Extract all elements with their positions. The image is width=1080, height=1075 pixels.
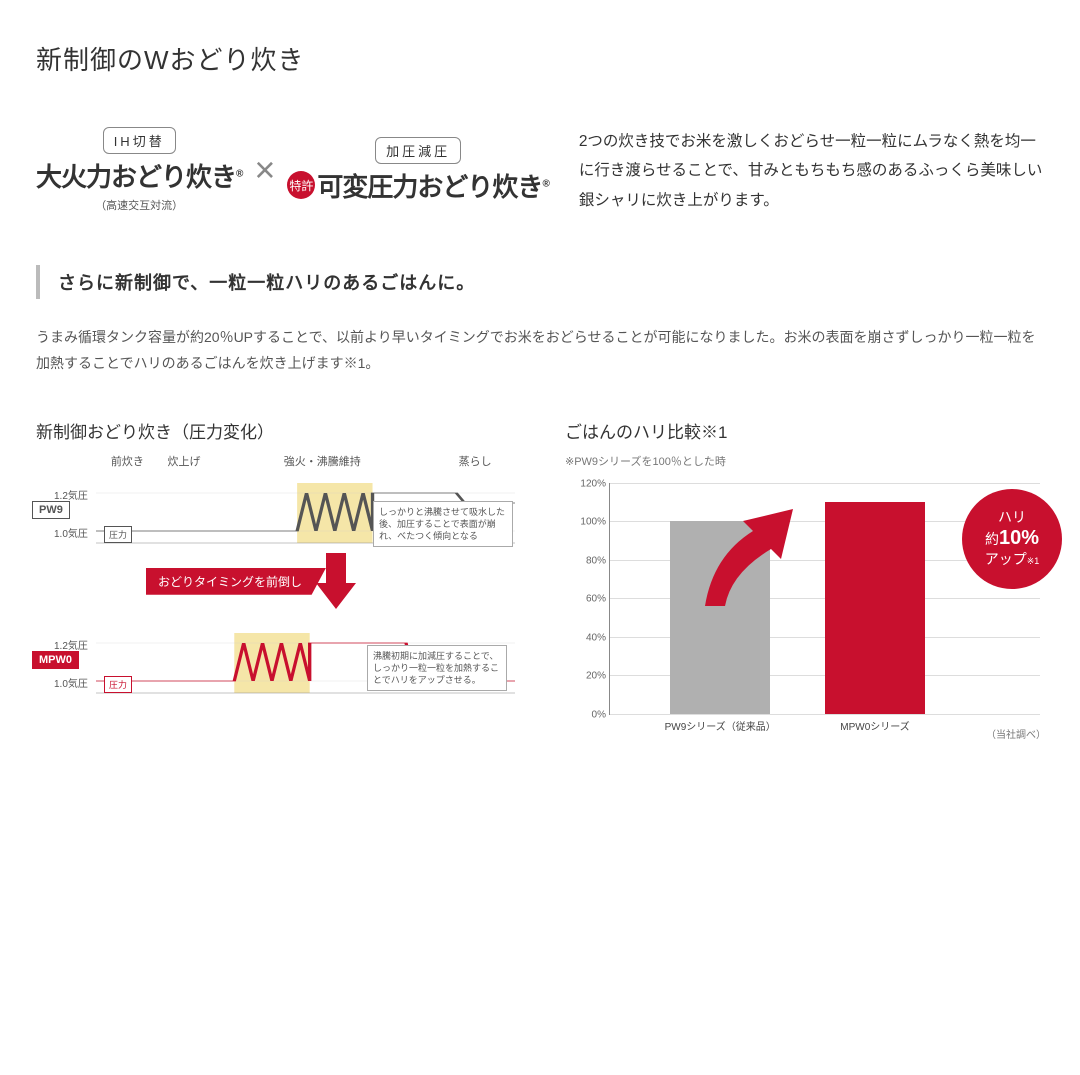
tech2-pill: 加圧減圧	[375, 137, 461, 164]
pw9-highlight	[297, 483, 372, 543]
bar-chart-note: ※PW9シリーズを100％とした時	[565, 453, 1044, 469]
phase-label: 炊上げ	[159, 453, 209, 469]
bar-chart: 0% 20% 40% 60% 80% 100% 120% PW9シリーズ（従来品） MPW0シリ…	[565, 483, 1044, 743]
tech-1: IH切替 大火力おどり炊き® （高速交互対流）	[36, 127, 242, 213]
bar: MPW0シリーズ	[825, 502, 925, 714]
tech-2: 加圧減圧 特許 可変圧力おどり炊き®	[287, 137, 548, 204]
badge-line1: ハリ	[998, 509, 1026, 527]
tick-1.2b: 1.2気圧	[54, 637, 88, 652]
y-tick: 60%	[586, 594, 606, 605]
pw9-pressure-tag: 圧力	[104, 526, 132, 543]
bar-label: MPW0シリーズ	[840, 718, 910, 733]
shift-banner: おどりタイミングを前倒し	[146, 568, 326, 595]
pressure-chart-col: 新制御おどり炊き（圧力変化） 前炊き炊上げ強火・沸騰維持蒸らし PW9 1.2気…	[36, 418, 515, 753]
mpw0-annotation: 沸騰初期に加減圧することで、しっかり一粒一粒を加熱することでハリをアップさせる。	[367, 645, 507, 691]
bar-chart-col: ごはんのハリ比較※1 ※PW9シリーズを100％とした時 0% 20% 40% 60%…	[565, 418, 1044, 753]
page-title: 新制御のWおどり炊き	[36, 40, 1044, 77]
mpw0-pressure-tag: 圧力	[104, 676, 132, 693]
charts-row: 新制御おどり炊き（圧力変化） 前炊き炊上げ強火・沸騰維持蒸らし PW9 1.2気…	[36, 418, 1044, 753]
mpw0-highlight	[234, 633, 309, 693]
tick-1.2: 1.2気圧	[54, 487, 88, 502]
tech1-brush: 大火力おどり炊き®	[36, 157, 242, 194]
y-tick: 80%	[586, 555, 606, 566]
tick-1.0: 1.0気圧	[54, 525, 88, 540]
y-tick: 40%	[586, 632, 606, 643]
pw9-annotation: しっかりと沸騰させて吸水した後、加圧することで表面が崩れ、べたつく傾向となる	[373, 501, 513, 547]
gridline: 0%	[610, 714, 1040, 715]
sub-heading: さらに新制御で、一粒一粒ハリのあるごはんに。	[36, 265, 1044, 299]
pw9-subchart: PW9 1.2気圧 1.0気圧 圧力 しっかりと沸騰させて吸水した後、加圧するこ…	[36, 473, 515, 563]
tech1-pill: IH切替	[103, 127, 176, 154]
multiply-icon: ×	[254, 149, 275, 191]
up-arrow-icon	[685, 501, 795, 611]
bar-label: PW9シリーズ（従来品）	[665, 718, 776, 733]
phase-label: 前炊き	[96, 453, 159, 469]
phase-label: 蒸らし	[435, 453, 515, 469]
pressure-chart: 前炊き炊上げ強火・沸騰維持蒸らし PW9 1.2気圧 1.0気圧 圧力 しっかり…	[36, 453, 515, 753]
tech-combo: IH切替 大火力おどり炊き® （高速交互対流） × 加圧減圧 特許 可変圧力おど…	[36, 127, 549, 213]
mpw0-subchart: MPW0 1.2気圧 1.0気圧 圧力 沸騰初期に加減圧することで、しっかり一粒…	[36, 623, 515, 713]
body-text: うまみ循環タンク容量が約20％UPすることで、以前より早いタイミングでお米をおど…	[36, 325, 1044, 375]
y-tick: 120%	[580, 478, 606, 489]
tech-intro-row: IH切替 大火力おどり炊き® （高速交互対流） × 加圧減圧 特許 可変圧力おど…	[36, 127, 1044, 215]
gridline: 120%	[610, 483, 1040, 484]
mpw0-tag: MPW0	[32, 651, 79, 669]
tech1-sub: （高速交互対流）	[95, 197, 183, 213]
y-tick: 20%	[586, 671, 606, 682]
down-arrow-icon	[316, 553, 356, 609]
y-tick: 0%	[592, 709, 606, 720]
tick-1.0b: 1.0気圧	[54, 675, 88, 690]
source-note: （当社調べ）	[986, 726, 1046, 741]
phase-label: 強火・沸騰維持	[209, 453, 435, 469]
pressure-chart-title: 新制御おどり炊き（圧力変化）	[36, 418, 515, 443]
bar-chart-title: ごはんのハリ比較※1	[565, 418, 1044, 443]
y-tick: 100%	[580, 517, 606, 528]
improvement-badge: ハリ 約10% アップ※1	[962, 489, 1062, 589]
phase-labels: 前炊き炊上げ強火・沸騰維持蒸らし	[96, 453, 515, 469]
tech2-brush: 可変圧力おどり炊き®	[317, 167, 548, 204]
pw9-tag: PW9	[32, 501, 70, 519]
top-description: 2つの炊き技でお米を激しくおどらせ一粒一粒にムラなく熱を均一に行き渡らせることで…	[579, 127, 1044, 215]
patent-badge: 特許	[287, 171, 315, 199]
